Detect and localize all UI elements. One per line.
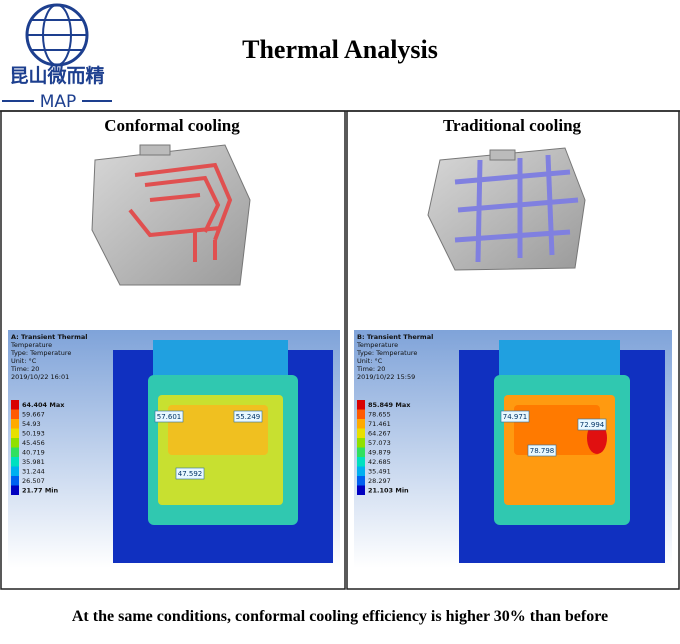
legend-label: 21.77 Min [22, 487, 59, 495]
legend-swatch [357, 485, 365, 495]
mold-conformal [91, 144, 251, 286]
probe-label: 72.994 [580, 421, 605, 429]
legend-label: 54.93 [22, 420, 41, 428]
probe-label: 78.798 [530, 447, 555, 455]
legend-swatch [11, 428, 19, 438]
legend-swatch [357, 419, 365, 429]
panel-frame [346, 110, 680, 590]
sim-info: Type: Temperature [356, 349, 417, 357]
probe-box [175, 467, 205, 480]
probe-box [154, 410, 184, 423]
legend-swatch [357, 447, 365, 457]
sim-info: 2019/10/22 15:59 [357, 373, 415, 381]
sim-info: B: Transient Thermal [357, 333, 433, 341]
legend-label: 71.461 [368, 420, 391, 428]
legend-swatch [357, 409, 365, 419]
sim-info: Time: 20 [10, 365, 39, 373]
legend-label: 26.507 [22, 477, 45, 485]
legend-label: 21.103 Min [368, 487, 409, 495]
logo: 昆山微而精 MAP [2, 3, 112, 112]
legend-swatch [357, 457, 365, 467]
mold-traditional [427, 147, 586, 271]
legend-label: 28.297 [368, 477, 391, 485]
legend-swatch [11, 400, 19, 410]
sim-info: 2019/10/22 16:01 [11, 373, 69, 381]
sim-info: Temperature [10, 341, 52, 349]
sim-info: A: Transient Thermal [11, 333, 88, 341]
legend-swatch [357, 438, 365, 448]
legend-swatch [11, 438, 19, 448]
legend-label: 59.667 [22, 411, 45, 419]
legend-label: 49.879 [368, 449, 391, 457]
legend-swatch [357, 428, 365, 438]
sim-info: Temperature [356, 341, 398, 349]
legend-swatch [11, 476, 19, 486]
probe-box [527, 444, 557, 457]
probe-box [500, 410, 530, 423]
probe-box [577, 418, 607, 431]
legend-swatch [11, 409, 19, 419]
legend-swatch [11, 466, 19, 476]
title: Thermal Analysis [242, 35, 438, 64]
legend-label: 45.456 [22, 439, 45, 447]
panel-heading: Conformal cooling [104, 116, 240, 135]
footer: At the same conditions, conformal coolin… [72, 608, 608, 625]
legend-swatch [357, 466, 365, 476]
logo-brand: MAP [40, 92, 77, 112]
legend-swatch [11, 485, 19, 495]
legend-label: 40.719 [22, 449, 45, 457]
sim-info: Unit: °C [11, 357, 37, 365]
legend-label: 64.267 [368, 430, 391, 438]
mold-zone [514, 405, 600, 455]
legend-swatch [357, 476, 365, 486]
legend-label: 85.849 Max [368, 401, 411, 409]
legend-swatch [11, 457, 19, 467]
legend-label: 42.685 [368, 458, 391, 466]
legend-label: 57.073 [368, 439, 391, 447]
probe-box [233, 410, 263, 423]
probe-label: 55.249 [236, 413, 261, 421]
sim-info: Unit: °C [357, 357, 383, 365]
probe-label: 57.601 [157, 413, 182, 421]
legend-label: 35.491 [368, 468, 391, 476]
legend-label: 35.981 [22, 458, 45, 466]
sim-info: Type: Temperature [10, 349, 71, 357]
probe-label: 47.592 [178, 470, 203, 478]
legend-swatch [11, 419, 19, 429]
legend-label: 50.193 [22, 430, 45, 438]
panel-frame [0, 110, 346, 590]
legend-label: 64.404 Max [22, 401, 65, 409]
legend-label: 78.655 [368, 411, 391, 419]
logo-name: 昆山微而精 [9, 64, 104, 87]
probe-label: 74.971 [503, 413, 528, 421]
sim-info: Time: 20 [356, 365, 385, 373]
panel-heading: Traditional cooling [443, 116, 582, 135]
legend-label: 31.244 [22, 468, 45, 476]
legend-swatch [357, 400, 365, 410]
legend-swatch [11, 447, 19, 457]
